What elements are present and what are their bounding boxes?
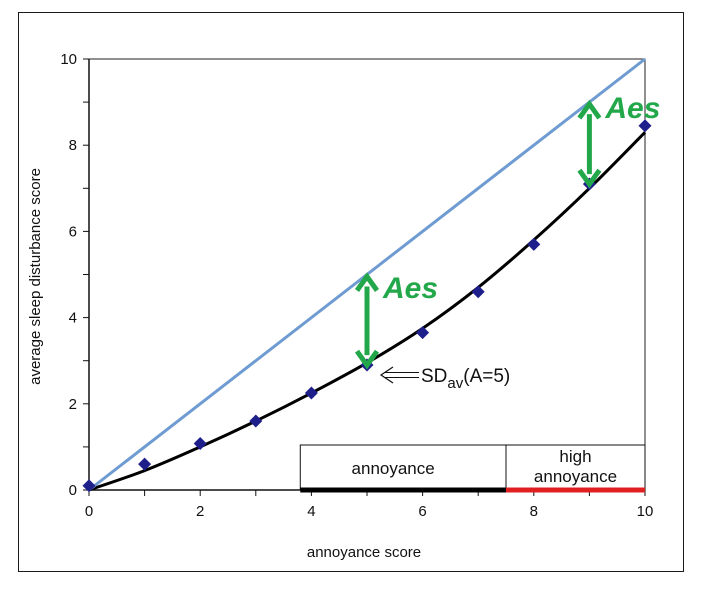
y-tick-label: 6 bbox=[69, 223, 77, 240]
y-tick-label: 4 bbox=[69, 310, 77, 327]
aes-arrow-head-down bbox=[577, 168, 602, 189]
aes-arrow-head-up bbox=[354, 272, 380, 292]
data-point-diamond bbox=[82, 479, 96, 493]
y-axis-title: average sleep disturbance score bbox=[27, 168, 44, 385]
x-tick-label: 2 bbox=[196, 503, 204, 520]
data-point-diamond bbox=[138, 457, 152, 471]
x-tick-label: 0 bbox=[85, 503, 93, 520]
band-box bbox=[505, 444, 646, 491]
x-tick-label: 8 bbox=[530, 503, 538, 520]
aes-label: Aes bbox=[604, 92, 660, 125]
band-label: annoyance bbox=[534, 467, 617, 486]
aes-arrow bbox=[354, 272, 380, 370]
y-tick-label: 10 bbox=[60, 51, 77, 68]
y-tick-label: 8 bbox=[69, 137, 77, 154]
y-tick-label: 0 bbox=[69, 482, 77, 499]
data-point-diamond bbox=[193, 436, 207, 450]
x-axis-title: annoyance score bbox=[307, 544, 421, 561]
x-tick-label: 10 bbox=[637, 503, 654, 520]
band-label: annoyance bbox=[352, 459, 435, 478]
x-tick-label: 4 bbox=[307, 503, 315, 520]
data-point-diamond bbox=[527, 237, 541, 251]
data-point-diamond bbox=[416, 326, 430, 340]
sd-arrow-head bbox=[379, 366, 394, 384]
data-point-diamond bbox=[471, 285, 485, 299]
y-tick-label: 2 bbox=[69, 396, 77, 413]
aes-arrow-head-up bbox=[577, 99, 602, 120]
band-box bbox=[299, 444, 507, 491]
data-point-diamond bbox=[304, 386, 318, 400]
aes-arrow-head-down bbox=[354, 349, 380, 370]
aes-label: Aes bbox=[382, 272, 438, 305]
sd-annotation-label: SDav(A=5) bbox=[421, 366, 510, 392]
data-point-diamond bbox=[249, 414, 263, 428]
data-point-diamond bbox=[638, 119, 652, 133]
aes-arrow bbox=[577, 99, 602, 189]
band-label: high bbox=[559, 447, 591, 466]
fitted-curve-line bbox=[88, 131, 647, 492]
x-tick-label: 6 bbox=[418, 503, 426, 520]
